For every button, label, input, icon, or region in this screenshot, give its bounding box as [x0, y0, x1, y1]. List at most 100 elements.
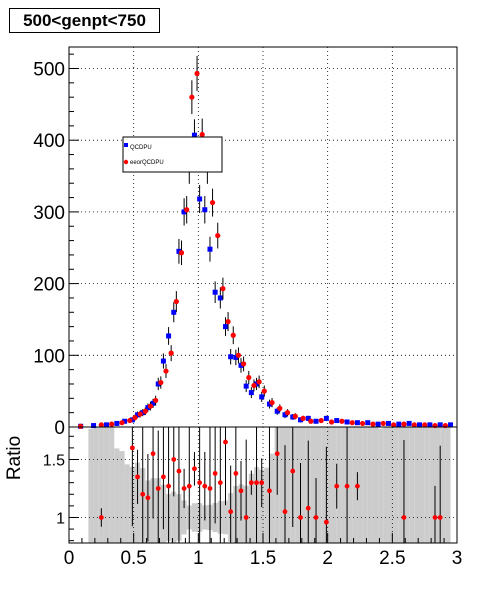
data-point-qcdpu — [259, 394, 265, 400]
data-point-eeorqcdpu — [225, 319, 231, 325]
data-point-eeorqcdpu — [308, 418, 314, 424]
data-point-eeorqcdpu — [142, 408, 148, 414]
data-point-qcdpu — [145, 405, 151, 411]
data-point-eeorqcdpu — [147, 403, 154, 409]
data-point-qcdpu — [114, 420, 120, 426]
data-point-qcdpu — [135, 412, 141, 418]
data-point-qcdpu — [282, 412, 288, 418]
band-bin — [181, 500, 187, 535]
histogram-title: 500<genpt<750 — [9, 8, 160, 33]
band-bin — [316, 427, 322, 543]
band-bin — [445, 427, 451, 543]
band-bin — [378, 428, 384, 543]
data-point-eeorqcdpu — [391, 422, 397, 428]
data-point-qcdpu — [207, 246, 213, 252]
data-point-eeorqcdpu — [359, 420, 366, 427]
data-point-eeorqcdpu — [246, 374, 252, 381]
ratio-point — [334, 483, 340, 489]
ratio-axes: 1 1.5 0 0.5 1 1.5 2 2.5 3 — [43, 435, 462, 569]
band-bin — [419, 427, 425, 543]
legend-label-qcdpu: QCDPU — [130, 145, 152, 151]
x-tick-label: 0 — [64, 548, 75, 569]
top-pad-grid — [69, 47, 457, 427]
ratio-point — [259, 480, 265, 486]
data-point-eeorqcdpu — [173, 298, 179, 305]
legend-label-eeorqcdpu: eeorQCDPU — [130, 160, 164, 166]
band-bin — [98, 427, 104, 543]
ratio-point — [166, 483, 171, 489]
band-bin — [429, 427, 436, 543]
data-point-qcdpu — [140, 410, 146, 416]
band-bin — [300, 427, 306, 543]
data-point-qcdpu — [313, 418, 319, 424]
band-bin — [269, 453, 275, 543]
data-point-eeorqcdpu — [241, 361, 247, 367]
ratio-point — [186, 483, 192, 489]
data-point-eeorqcdpu — [109, 421, 115, 427]
top-pad-series — [78, 56, 454, 429]
data-point-eeorqcdpu — [199, 131, 205, 138]
band-bin — [362, 427, 368, 543]
ratio-point — [171, 457, 177, 462]
data-point-qcdpu — [122, 418, 128, 424]
data-point-qcdpu — [365, 420, 371, 426]
band-bin — [414, 427, 420, 543]
ratio-point — [267, 488, 272, 494]
data-point-eeorqcdpu — [189, 94, 195, 100]
y-tick-label: 500 — [33, 60, 65, 81]
ratio-point — [140, 491, 146, 497]
ratio-point — [192, 466, 197, 472]
data-point-qcdpu — [171, 309, 177, 315]
band-bin — [393, 427, 399, 543]
ratio-y-tick-label: 1.5 — [43, 452, 65, 469]
data-point-qcdpu — [274, 408, 280, 414]
data-point-qcdpu — [354, 420, 360, 426]
data-point-qcdpu — [416, 422, 422, 428]
data-point-qcdpu — [202, 207, 208, 213]
data-point-eeorqcdpu — [411, 422, 417, 428]
band-bin — [367, 427, 373, 543]
band-bin — [248, 473, 254, 543]
band-bin — [109, 427, 115, 543]
data-point-qcdpu — [91, 423, 97, 429]
ratio-point — [176, 468, 182, 474]
y-tick-label: 0 — [54, 418, 65, 439]
y-tick-label: 200 — [33, 275, 65, 296]
data-point-qcdpu — [254, 381, 260, 387]
band-bin — [372, 427, 379, 543]
band-bin — [336, 427, 342, 543]
data-point-eeorqcdpu — [284, 410, 291, 416]
band-bin — [331, 427, 337, 543]
data-point-qcdpu — [406, 420, 412, 426]
data-point-eeorqcdpu — [256, 379, 262, 385]
data-point-qcdpu — [238, 362, 244, 368]
data-point-qcdpu — [385, 420, 391, 426]
legend: QCDPU eeorQCDPU — [122, 136, 223, 173]
ratio-point — [228, 509, 234, 515]
data-point-eeorqcdpu — [98, 422, 104, 428]
band-bin — [326, 427, 332, 543]
data-point-qcdpu — [266, 401, 272, 407]
ratio-point — [233, 471, 239, 476]
ratio-point — [207, 486, 213, 491]
data-point-qcdpu — [323, 415, 329, 421]
data-point-eeorqcdpu — [349, 420, 355, 426]
band-bin — [264, 467, 270, 543]
data-point-qcdpu — [344, 419, 350, 425]
band-bin — [124, 464, 130, 543]
ratio-point — [181, 486, 187, 491]
data-point-eeorqcdpu — [137, 411, 143, 417]
data-point-eeorqcdpu — [422, 422, 428, 428]
data-point-eeorqcdpu — [269, 400, 275, 406]
data-point-qcdpu — [217, 295, 223, 301]
data-point-qcdpu — [181, 209, 187, 215]
data-point-qcdpu — [197, 196, 203, 202]
band-bin — [435, 427, 441, 543]
data-point-qcdpu — [150, 400, 156, 406]
band-bin — [191, 503, 198, 532]
band-bin — [295, 427, 301, 543]
data-point-eeorqcdpu — [78, 423, 84, 429]
data-point-eeorqcdpu — [235, 352, 242, 358]
data-point-eeorqcdpu — [230, 332, 236, 338]
band-bin — [341, 427, 348, 543]
